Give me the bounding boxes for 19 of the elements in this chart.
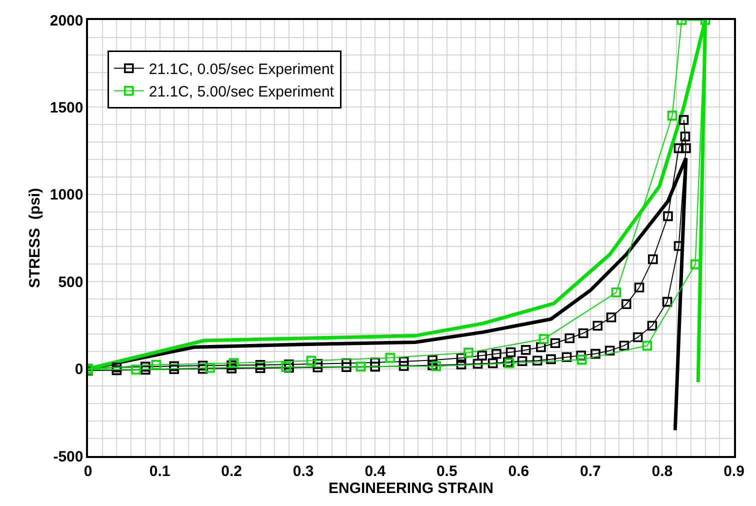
x-tick-label: 0.1 [149, 462, 170, 480]
y-tick-label: 1500 [50, 99, 84, 116]
x-tick-label: 0.5 [436, 462, 458, 480]
x-axis-title: ENGINEERING STRAIN [328, 480, 494, 497]
x-tick-label: 0.7 [580, 462, 601, 480]
legend-label: 21.1C, 0.05/sec Experiment [148, 61, 335, 78]
x-tick-label: 0.2 [221, 462, 242, 480]
x-tick-label: 0.3 [292, 462, 314, 480]
y-tick-label: 1000 [50, 186, 84, 204]
x-tick-label: 0.8 [652, 462, 673, 480]
y-tick-label: -500 [53, 448, 84, 466]
y-axis-title: STRESS (psi) [26, 188, 44, 288]
legend-label: 21.1C, 5.00/sec Experiment [148, 84, 335, 101]
x-tick-label: 0.9 [724, 462, 744, 480]
y-tick-label: 2000 [50, 12, 84, 30]
x-tick-label: 0.6 [508, 462, 530, 480]
y-tick-label: 0 [74, 361, 84, 378]
y-tick-label: 500 [58, 274, 84, 291]
x-tick-label: 0.4 [364, 462, 386, 480]
